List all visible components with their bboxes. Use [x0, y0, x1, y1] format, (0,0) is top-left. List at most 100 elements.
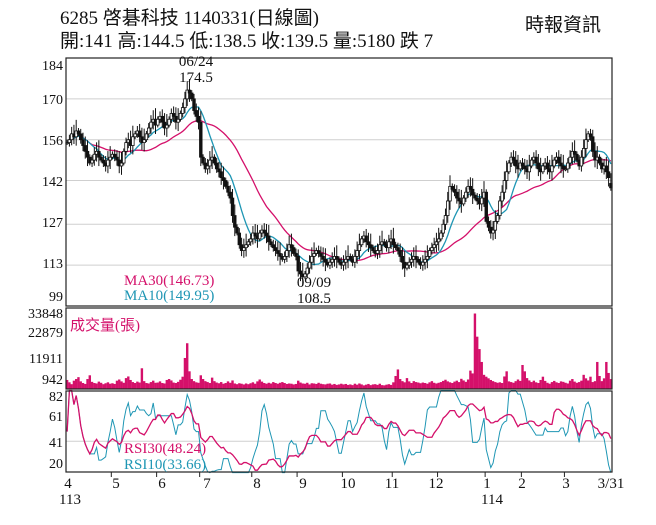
- candle-body: [137, 130, 142, 138]
- volume-bar: [340, 383, 343, 389]
- panel-frame: [65, 57, 613, 307]
- candle-body: [190, 92, 194, 100]
- volume-bar: [494, 382, 497, 389]
- volume-bar: [546, 382, 549, 389]
- candle-body: [176, 118, 180, 123]
- volume-bar: [435, 383, 438, 389]
- volume-bar: [233, 383, 236, 389]
- candle-body: [552, 159, 556, 167]
- candle-body: [597, 156, 602, 164]
- candle-body: [575, 153, 579, 161]
- candle-body: [81, 139, 85, 146]
- month-tick: 2: [518, 476, 526, 492]
- candle-body: [253, 232, 257, 237]
- ohlc-summary: 開:141 高:144.5 低:138.5 收:139.5 量:5180 跌 7: [60, 31, 434, 52]
- volume-bar: [152, 380, 155, 389]
- volume-bar: [602, 378, 606, 389]
- volume-bar: [453, 381, 456, 389]
- volume-bar: [136, 381, 139, 389]
- candle-body: [101, 159, 106, 164]
- volume-bar: [448, 382, 452, 389]
- volume-bar: [591, 382, 594, 389]
- candle-body: [604, 165, 609, 173]
- volume-bar: [242, 384, 246, 389]
- month-tick: 9: [299, 476, 307, 492]
- candle-body: [212, 156, 217, 164]
- volume-bar: [392, 382, 395, 389]
- volume-bar: [113, 383, 116, 389]
- panel-frame: [65, 390, 613, 473]
- volume-bar: [605, 361, 608, 389]
- volume-bar: [235, 384, 239, 389]
- volume-bar: [358, 383, 361, 389]
- volume-bar: [380, 385, 384, 389]
- candle-body: [226, 185, 230, 193]
- volume-bar: [444, 379, 447, 389]
- candle-body: [289, 244, 294, 249]
- volume-bar: [167, 379, 171, 389]
- candle-body: [409, 258, 414, 263]
- volume-bar: [247, 384, 250, 389]
- volume-bar: [319, 383, 323, 389]
- volume-bar: [253, 383, 257, 389]
- volume-bar: [272, 382, 275, 389]
- volume-bar: [163, 383, 166, 389]
- candle-body: [122, 150, 126, 164]
- volume-bar: [496, 382, 499, 389]
- candle-body: [396, 247, 400, 251]
- volume-bar: [186, 343, 189, 389]
- volume-bar: [310, 383, 314, 389]
- volume-bar: [70, 384, 73, 389]
- candle-body: [67, 139, 72, 144]
- candle-body: [115, 156, 119, 161]
- month-tick: 3/31: [598, 476, 625, 492]
- volume-bar: [525, 378, 529, 389]
- candle-body: [113, 153, 117, 158]
- candle-body: [171, 113, 176, 117]
- volume-bar: [442, 380, 445, 389]
- volume-bar: [500, 383, 504, 389]
- candle-body: [405, 264, 409, 269]
- source-label: 時報資訊: [525, 15, 602, 36]
- volume-bar: [346, 384, 350, 389]
- volume-bar: [462, 380, 465, 389]
- candle-body: [369, 244, 373, 249]
- candle-body: [224, 180, 228, 187]
- candle-body: [230, 197, 235, 216]
- month-tick: 6: [158, 476, 166, 492]
- volume-bar: [170, 380, 173, 389]
- volume-bar: [251, 382, 255, 389]
- volume-bar: [124, 378, 128, 389]
- candle-body: [441, 223, 445, 234]
- volume-bar: [473, 313, 477, 389]
- candle-body: [448, 185, 452, 202]
- volume-bar: [521, 364, 524, 389]
- volume-bar: [226, 381, 230, 389]
- volume-bar: [179, 379, 182, 389]
- volume-bar: [394, 375, 397, 389]
- ma30-line: [66, 119, 612, 262]
- candle-body: [235, 226, 239, 234]
- volume-bar: [512, 382, 515, 389]
- month-tick: 10: [341, 476, 356, 492]
- month-tick: 5: [112, 476, 120, 492]
- volume-bar: [607, 372, 610, 389]
- rsi-tick: 61: [49, 410, 63, 425]
- candle-body: [305, 267, 309, 275]
- volume-bar: [457, 382, 461, 389]
- volume-bar: [584, 378, 588, 389]
- candle-body: [76, 130, 81, 135]
- volume-bar: [219, 382, 223, 389]
- candle-body: [378, 244, 382, 251]
- volume-bar: [238, 383, 241, 389]
- volume-bar: [95, 383, 98, 389]
- volume-bar: [362, 385, 366, 389]
- volume-bar: [432, 382, 436, 389]
- candle-body: [355, 250, 359, 257]
- candle-body: [550, 165, 554, 173]
- volume-bar: [539, 379, 542, 389]
- candle-body: [201, 156, 205, 164]
- volume-tick: 33848: [28, 307, 63, 322]
- volume-bar: [593, 381, 597, 389]
- volume-bar: [195, 382, 198, 389]
